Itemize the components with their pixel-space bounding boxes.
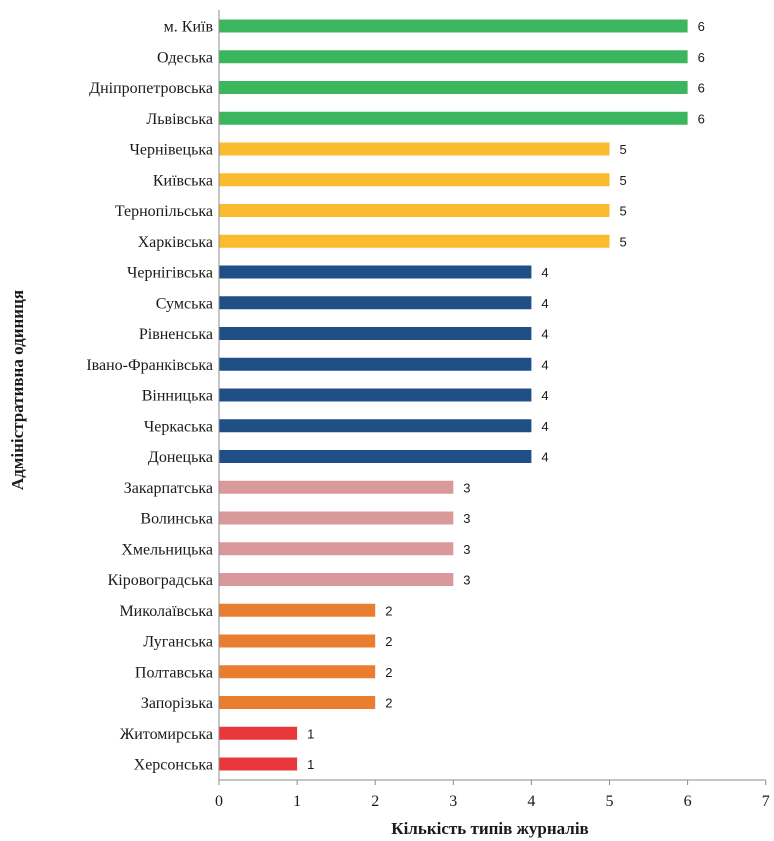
bar <box>219 665 376 679</box>
bar <box>219 388 532 402</box>
category-label: Івано-Франківська <box>86 357 213 374</box>
category-label: Херсонська <box>134 757 213 774</box>
data-label: 3 <box>463 511 470 526</box>
bar <box>219 357 532 371</box>
data-label: 2 <box>385 665 392 680</box>
data-label: 4 <box>541 419 548 434</box>
data-label: 5 <box>620 234 627 249</box>
data-label: 3 <box>463 542 470 557</box>
value-labels-group: 6 6 6 6 5 5 5 5 4 4 4 4 4 4 4 3 3 3 3 2 2 2 2 1 1 <box>307 19 705 772</box>
category-label: Черкаська <box>144 418 213 435</box>
category-label: Вінницька <box>142 388 213 405</box>
bar <box>219 419 532 433</box>
bar <box>219 757 298 771</box>
category-label: Хмельницька <box>121 541 213 558</box>
category-label: Одеська <box>157 49 213 66</box>
x-tick-label: 2 <box>371 793 379 810</box>
category-label: Волинська <box>140 511 213 528</box>
category-label: Кіровоградська <box>108 572 213 589</box>
data-label: 5 <box>620 173 627 188</box>
category-label: Чернівецька <box>129 142 213 159</box>
bar <box>219 142 610 156</box>
bar <box>219 696 376 709</box>
data-label: 3 <box>463 480 470 495</box>
category-label: Миколаївська <box>119 603 213 620</box>
bar <box>219 327 532 340</box>
category-label: Чернігівська <box>127 265 213 282</box>
category-label: Рівненська <box>139 326 213 343</box>
x-axis-title: Кількість типів журналів <box>391 819 589 838</box>
x-tick-label: 4 <box>527 793 535 810</box>
category-label: Луганська <box>143 634 213 651</box>
x-tick-label: 6 <box>684 793 692 810</box>
axes-group <box>218 10 766 781</box>
data-label: 4 <box>541 357 548 372</box>
data-label: 4 <box>541 327 548 342</box>
category-label: Львівська <box>146 111 213 128</box>
data-label: 4 <box>541 388 548 403</box>
x-tick-label: 7 <box>762 793 770 810</box>
data-label: 5 <box>620 204 627 219</box>
x-tick-label: 5 <box>606 793 614 810</box>
bar <box>219 204 610 217</box>
bar <box>219 480 454 494</box>
data-label: 6 <box>698 19 705 34</box>
bar <box>219 573 454 586</box>
data-label: 5 <box>620 142 627 157</box>
bar <box>219 511 454 525</box>
y-axis-title: Адміністративна одиниця <box>8 290 27 490</box>
x-tick-label: 3 <box>449 793 457 810</box>
data-label: 1 <box>307 726 314 741</box>
data-label: 4 <box>541 296 548 311</box>
category-label: Дніпропетровська <box>89 80 213 97</box>
bar <box>219 634 376 648</box>
data-label: 4 <box>541 450 548 465</box>
data-label: 2 <box>385 696 392 711</box>
data-label: 1 <box>307 757 314 772</box>
data-label: 6 <box>698 50 705 65</box>
category-label: Закарпатська <box>124 480 213 497</box>
category-label: м. Київ <box>164 19 214 36</box>
bar <box>219 542 454 556</box>
bar <box>219 296 532 310</box>
bar <box>219 81 688 94</box>
bar <box>219 111 688 125</box>
data-label: 2 <box>385 603 392 618</box>
x-ticks-group: 0 1 2 3 4 5 6 7 <box>215 780 770 810</box>
bar <box>219 450 532 463</box>
data-label: 6 <box>698 81 705 96</box>
bars-group <box>219 19 688 771</box>
bar <box>219 50 688 64</box>
category-label: Сумська <box>156 295 213 312</box>
bar <box>219 603 376 617</box>
category-label: Тернопільська <box>115 203 213 220</box>
bar <box>219 265 532 279</box>
data-label: 2 <box>385 634 392 649</box>
category-label: Харківська <box>138 234 213 251</box>
bar <box>219 173 610 187</box>
category-label: Київська <box>153 172 213 189</box>
data-label: 6 <box>698 111 705 126</box>
bar <box>219 19 688 33</box>
data-label: 3 <box>463 573 470 588</box>
category-label: Полтавська <box>135 664 213 681</box>
bar <box>219 234 610 248</box>
category-label: Житомирська <box>120 726 213 743</box>
bar <box>219 726 298 740</box>
category-label: Донецька <box>148 449 213 466</box>
x-tick-label: 0 <box>215 793 223 810</box>
category-labels-group: м. Київ Одеська Дніпропетровська Львівська Ч… <box>86 19 213 774</box>
data-label: 4 <box>541 265 548 280</box>
x-tick-label: 1 <box>293 793 301 810</box>
category-label: Запорізька <box>141 695 213 712</box>
